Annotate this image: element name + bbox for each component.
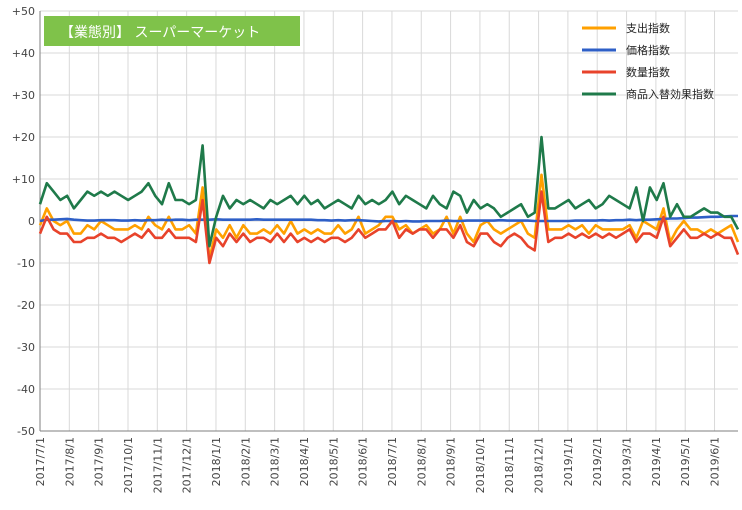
y-tick-label: -10 — [17, 257, 35, 270]
chart-title: 【業態別】 スーパーマーケット — [60, 25, 260, 41]
x-tick-label: 2017/11/1 — [151, 437, 164, 493]
x-tick-label: 2018/11/1 — [503, 437, 516, 493]
x-tick-label: 2019/3/1 — [621, 437, 634, 486]
x-tick-label: 2019/4/1 — [650, 437, 663, 486]
x-tick-label: 2018/4/1 — [298, 437, 311, 486]
x-tick-label: 2017/10/1 — [122, 437, 135, 493]
series-line-3 — [38, 135, 740, 248]
y-tick-label: +50 — [12, 5, 35, 18]
x-tick-label: 2018/8/1 — [415, 437, 428, 486]
legend-label: 価格指数 — [626, 43, 670, 57]
legend-label: 支出指数 — [626, 21, 670, 35]
chart-title-background — [44, 16, 300, 46]
x-tick-label: 2018/1/1 — [210, 437, 223, 486]
x-tick-label: 2018/3/1 — [269, 437, 282, 486]
series-line-0 — [38, 173, 740, 261]
y-axis-tick-labels: +50 +40 +30 +20 +10 0 -10 -20 -30 -40 -50 — [12, 5, 35, 438]
x-tick-label: 2018/7/1 — [386, 437, 399, 486]
series-lines — [38, 135, 740, 265]
y-tick-label: +30 — [12, 89, 35, 102]
y-tick-label: -30 — [17, 341, 35, 354]
x-tick-label: 2017/12/1 — [181, 437, 194, 493]
y-tick-label: -50 — [17, 425, 35, 438]
y-tick-label: +10 — [12, 173, 35, 186]
x-tick-label: 2018/10/1 — [474, 437, 487, 493]
x-tick-label: 2018/12/1 — [533, 437, 546, 493]
legend-label: 商品入替効果指数 — [626, 87, 714, 101]
series-line-2 — [38, 190, 740, 265]
x-tick-label: 2019/5/1 — [679, 437, 692, 486]
y-tick-label: -40 — [17, 383, 35, 396]
x-axis-tick-labels: 2017/7/1 2017/8/1 2017/9/1 2017/10/1 2017/11… — [34, 437, 722, 493]
y-tick-label: +20 — [12, 131, 35, 144]
x-tick-label: 2017/7/1 — [34, 437, 47, 486]
x-tick-label: 2017/8/1 — [63, 437, 76, 486]
x-tick-label: 2017/9/1 — [93, 437, 106, 486]
x-tick-label: 2018/6/1 — [357, 437, 370, 486]
x-tick-label: 2018/9/1 — [445, 437, 458, 486]
chart-title-box: 【業態別】 スーパーマーケット — [44, 16, 300, 46]
x-tick-label: 2019/1/1 — [562, 437, 575, 486]
x-tick-label: 2018/2/1 — [239, 437, 252, 486]
x-tick-label: 2019/6/1 — [709, 437, 722, 486]
y-tick-label: 0 — [28, 215, 35, 228]
legend-label: 数量指数 — [626, 65, 670, 79]
x-tick-label: 2018/5/1 — [327, 437, 340, 486]
series-line-1 — [39, 214, 738, 223]
y-tick-label: -20 — [17, 299, 35, 312]
y-tick-label: +40 — [12, 47, 35, 60]
x-tick-label: 2019/2/1 — [591, 437, 604, 486]
